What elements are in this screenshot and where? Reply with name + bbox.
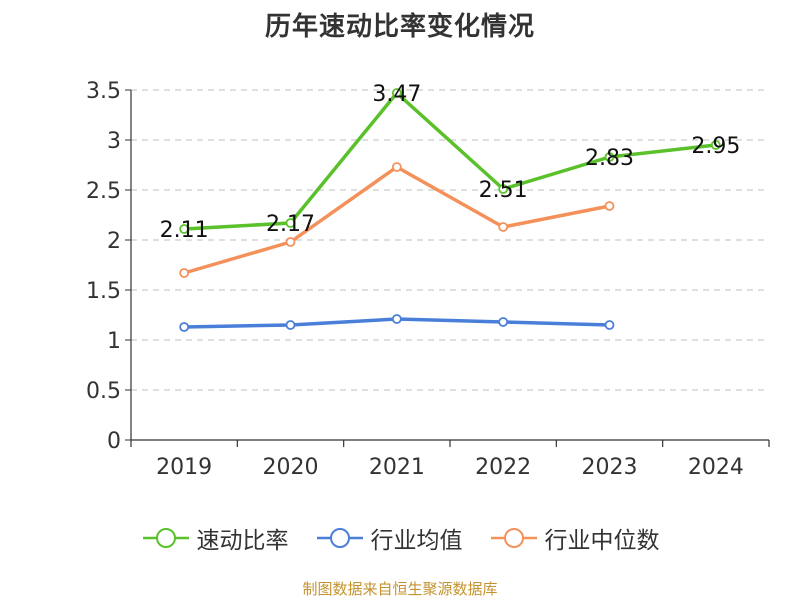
data-label: 2.83	[585, 146, 634, 171]
data-point	[391, 162, 402, 172]
y-tick-label: 0	[107, 429, 121, 454]
legend-label: 行业均值	[370, 528, 463, 554]
y-tick-label: 3	[107, 129, 121, 154]
data-label: 2.51	[479, 178, 528, 203]
data-point	[498, 317, 509, 327]
legend-label: 行业中位数	[544, 528, 660, 554]
data-label: 2.95	[691, 134, 740, 159]
grid-lines	[131, 89, 769, 391]
chart-title: 历年速动比率变化情况	[264, 12, 535, 42]
legend-item[interactable]: 行业中位数	[489, 521, 660, 555]
series-line	[182, 165, 612, 275]
data-point	[391, 88, 402, 98]
data-point	[179, 224, 190, 234]
series-line	[182, 91, 718, 231]
series-lines	[179, 88, 721, 332]
axes: 0 0.5 1 1.5 2 2.5 3 3.5 2019 2020 2021 2022 2023 2024	[86, 79, 770, 480]
x-tick-label: 2020	[263, 455, 319, 480]
y-tick-label: 1.5	[86, 279, 121, 304]
data-point	[179, 322, 190, 332]
legend-item[interactable]: 速动比率	[141, 521, 289, 555]
data-label: 2.11	[160, 218, 209, 243]
data-labels: 2.11 2.17 3.47 2.51 2.83 2.95	[160, 82, 741, 243]
legend-line-marker-icon	[490, 528, 537, 548]
y-tick-label: 3.5	[86, 79, 121, 104]
x-tick-label: 2019	[156, 455, 212, 480]
data-point	[285, 320, 296, 330]
data-point	[391, 314, 402, 324]
y-tick-label: 2.5	[86, 179, 121, 204]
y-tick-label: 0.5	[86, 379, 121, 404]
data-label: 2.17	[266, 212, 315, 237]
x-tick-label: 2023	[582, 455, 638, 480]
legend-item[interactable]: 行业均值	[315, 521, 463, 555]
data-point	[498, 184, 509, 194]
data-point	[604, 201, 615, 211]
data-point	[710, 140, 721, 150]
legend-label: 速动比率	[196, 528, 289, 554]
data-point	[498, 222, 509, 232]
data-point	[285, 237, 296, 247]
data-point	[604, 152, 615, 162]
y-tick-label: 2	[107, 229, 121, 254]
data-point	[179, 268, 190, 278]
x-tick-label: 2021	[369, 455, 425, 480]
legend-line-marker-icon	[142, 528, 189, 548]
x-tick-label: 2022	[475, 455, 531, 480]
data-point	[285, 218, 296, 228]
data-point	[604, 320, 615, 330]
x-tick-label: 2024	[688, 455, 744, 480]
legend: 速动比率 行业均值 行业中位数	[0, 518, 800, 558]
legend-line-marker-icon	[316, 528, 363, 548]
footer-credit: 制图数据来自恒生聚源数据库	[302, 580, 498, 598]
y-tick-label: 1	[107, 329, 121, 354]
data-label: 3.47	[372, 82, 421, 107]
